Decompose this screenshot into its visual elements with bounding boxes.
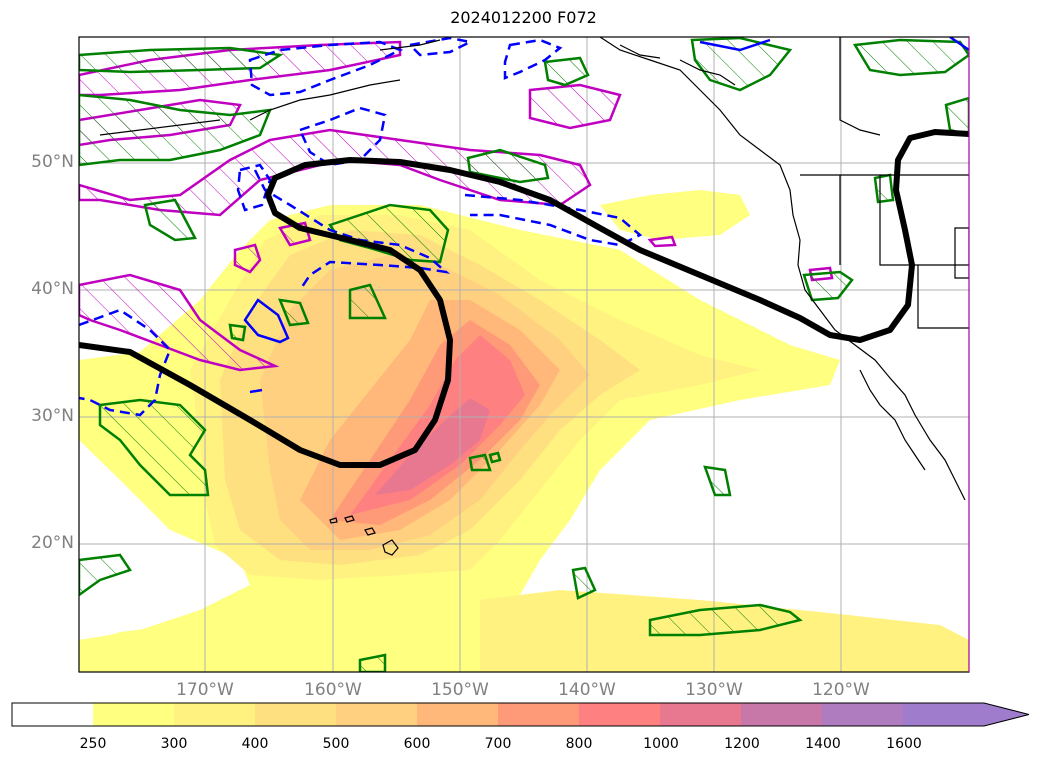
thick-black-contour	[79, 129, 969, 468]
colorbar-label-500: 500	[322, 736, 350, 752]
colorbar-segment-6	[498, 703, 579, 726]
colorbar-segment-9	[741, 703, 822, 726]
colorbar-label-600: 600	[403, 736, 431, 752]
map-plot-area	[79, 37, 969, 672]
lon-label-140w: 140°W	[558, 680, 616, 700]
colorbar-label-400: 400	[241, 736, 269, 752]
colorbar-extend-arrow	[984, 703, 1029, 726]
ivt-250-nw-patch	[79, 625, 180, 672]
blue-dashed-contours	[79, 37, 643, 417]
coastlines	[99, 37, 969, 556]
ivt-800-region	[350, 335, 525, 515]
colorbar-segment-10	[822, 703, 903, 726]
colorbar-segment-5	[417, 703, 498, 726]
lat-label-30n: 30°N	[31, 406, 74, 426]
colorbar-label-800: 800	[565, 736, 593, 752]
colorbar-label-700: 700	[484, 736, 512, 752]
colorbar-segment-0	[12, 703, 93, 726]
colorbar-label-300: 300	[160, 736, 188, 752]
lon-label-120w: 120°W	[812, 680, 870, 700]
colorbar-label-1000: 1000	[643, 736, 679, 752]
colorbar-outline	[11, 702, 1030, 727]
colorbar-segment-7	[579, 703, 660, 726]
colorbar	[11, 702, 1030, 727]
colorbar-segment-8	[660, 703, 741, 726]
ivt-1000-region	[375, 398, 490, 495]
blue-solid-contours	[243, 37, 969, 394]
lon-label-150w: 150°W	[431, 680, 489, 700]
map-title: 2024012200 F072	[450, 8, 597, 27]
lon-label-160w: 160°W	[304, 680, 362, 700]
ivt-filled-contours	[79, 190, 969, 672]
colorbar-segment-11	[903, 703, 984, 726]
lon-label-130w: 130°W	[685, 680, 743, 700]
colorbar-segment-4	[336, 703, 417, 726]
colorbar-segment-2	[174, 703, 255, 726]
lat-label-50n: 50°N	[31, 152, 74, 172]
lat-label-40n: 40°N	[31, 279, 74, 299]
colorbar-label-1400: 1400	[805, 736, 841, 752]
colorbar-segment-3	[255, 703, 336, 726]
colorbar-label-250: 250	[79, 736, 107, 752]
colorbar-segment-1	[93, 703, 174, 726]
colorbar-label-1200: 1200	[724, 736, 760, 752]
green-hatched-contours	[79, 37, 969, 672]
ivt-250-north-patch	[600, 190, 750, 240]
colorbar-label-1600: 1600	[886, 736, 922, 752]
lon-label-170w: 170°W	[176, 680, 234, 700]
lat-label-20n: 20°N	[31, 533, 74, 553]
